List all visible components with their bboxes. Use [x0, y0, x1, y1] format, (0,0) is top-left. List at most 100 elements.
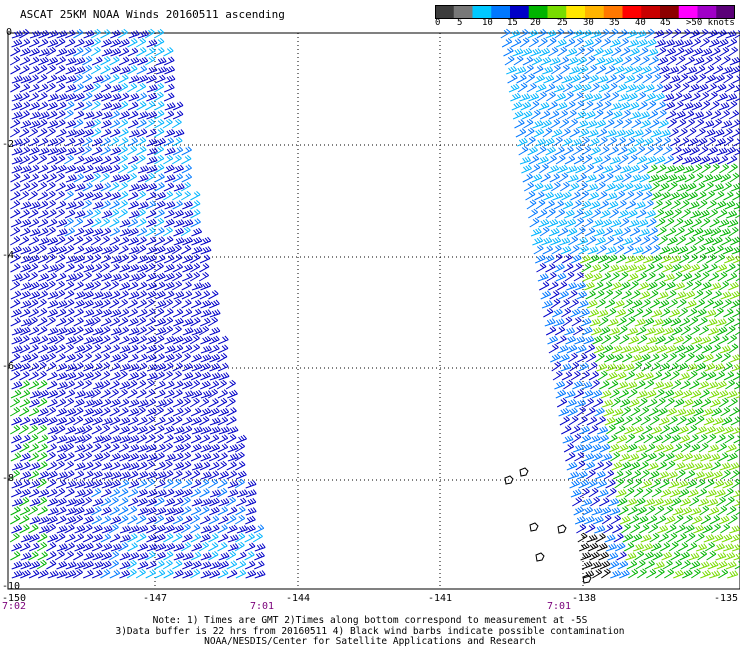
wind-barb [537, 91, 547, 102]
wind-barb [525, 190, 536, 201]
wind-barb [729, 406, 740, 417]
wind-barb [657, 525, 669, 534]
wind-barb [667, 352, 677, 363]
wind-barb [589, 200, 601, 210]
wind-barb [702, 408, 714, 417]
wind-barb [707, 381, 719, 390]
wind-barb [155, 380, 166, 390]
wind-barb [38, 353, 50, 363]
wind-barb [535, 83, 547, 93]
wind-barb [110, 515, 122, 525]
wind-barb [602, 399, 614, 408]
wind-barb [690, 92, 701, 102]
wind-barb [515, 128, 527, 138]
wind-barb [547, 218, 559, 228]
wind-barb [528, 208, 539, 219]
wind-barb [557, 344, 569, 354]
wind-barb [626, 443, 638, 453]
wind-barb [118, 163, 129, 174]
wind-barb [548, 46, 559, 57]
wind-barb [619, 334, 630, 345]
wind-barb [593, 461, 605, 471]
wind-barb [145, 236, 157, 246]
wind-barb [568, 298, 579, 309]
wind-barb [605, 129, 617, 138]
wind-barb [81, 433, 92, 444]
wind-barb [686, 245, 697, 255]
wind-barb [20, 470, 32, 480]
wind-barb [29, 498, 41, 507]
wind-barb [100, 379, 111, 390]
island-outline [519, 467, 529, 477]
wind-barb [548, 281, 559, 291]
wind-barb [55, 254, 66, 264]
wind-barb [163, 362, 174, 372]
wind-barb [74, 128, 85, 138]
wind-barb [639, 55, 650, 66]
wind-barb [54, 280, 66, 291]
wind-barb [637, 397, 648, 408]
wind-barb [90, 64, 102, 75]
wind-barb [36, 559, 47, 570]
wind-barb [629, 227, 641, 237]
wind-barb [560, 64, 570, 75]
wind-barb [137, 30, 149, 39]
wind-barb [92, 533, 103, 543]
wind-barb [64, 488, 75, 498]
wind-barb [611, 228, 623, 237]
wind-barb [45, 523, 57, 534]
wind-barb [9, 406, 21, 417]
wind-barb [603, 408, 615, 417]
wind-barb [101, 525, 113, 534]
wind-barb [634, 434, 645, 444]
wind-barb [101, 272, 112, 282]
wind-barb [635, 326, 647, 336]
wind-barb [127, 505, 138, 516]
wind-barb [567, 56, 579, 66]
wind-barb [565, 218, 577, 228]
wind-barb [708, 38, 720, 48]
wind-barb [674, 47, 685, 57]
wind-barb [731, 128, 740, 138]
wind-barb [707, 263, 718, 273]
wind-barb [155, 326, 167, 336]
wind-barb [208, 380, 220, 390]
wind-barb [146, 407, 157, 417]
colorbar-swatch [453, 5, 473, 19]
wind-barb [137, 56, 149, 66]
wind-barb [36, 370, 47, 381]
wind-barb [563, 379, 574, 390]
wind-barb [683, 280, 694, 291]
wind-barb [65, 83, 77, 93]
wind-barb [719, 280, 730, 291]
wind-barb [74, 165, 86, 174]
wind-barb [29, 120, 41, 129]
wind-barb [657, 56, 669, 66]
wind-barb [37, 317, 48, 327]
wind-barb [615, 254, 627, 264]
wind-barb [707, 560, 719, 570]
wind-barb [615, 190, 626, 201]
wind-barb [648, 470, 660, 480]
wind-barb [632, 361, 643, 372]
wind-barb [20, 353, 32, 363]
wind-barb [571, 83, 583, 93]
wind-barb [523, 181, 535, 192]
wind-barb [724, 552, 736, 561]
wind-barb [46, 559, 57, 570]
wind-barb [570, 370, 581, 381]
wind-barb [47, 344, 58, 354]
wind-barb [81, 145, 92, 156]
wind-barb [10, 389, 22, 399]
wind-barb [597, 370, 608, 381]
wind-barb [173, 219, 185, 228]
wind-barb [621, 406, 632, 417]
wind-barb [245, 507, 257, 516]
wind-barb [611, 164, 622, 174]
wind-barb [199, 416, 210, 426]
wind-barb [19, 101, 31, 111]
wind-barb [562, 435, 574, 444]
wind-barb [164, 201, 176, 210]
wind-barb [581, 561, 593, 570]
wind-barb [145, 434, 156, 444]
